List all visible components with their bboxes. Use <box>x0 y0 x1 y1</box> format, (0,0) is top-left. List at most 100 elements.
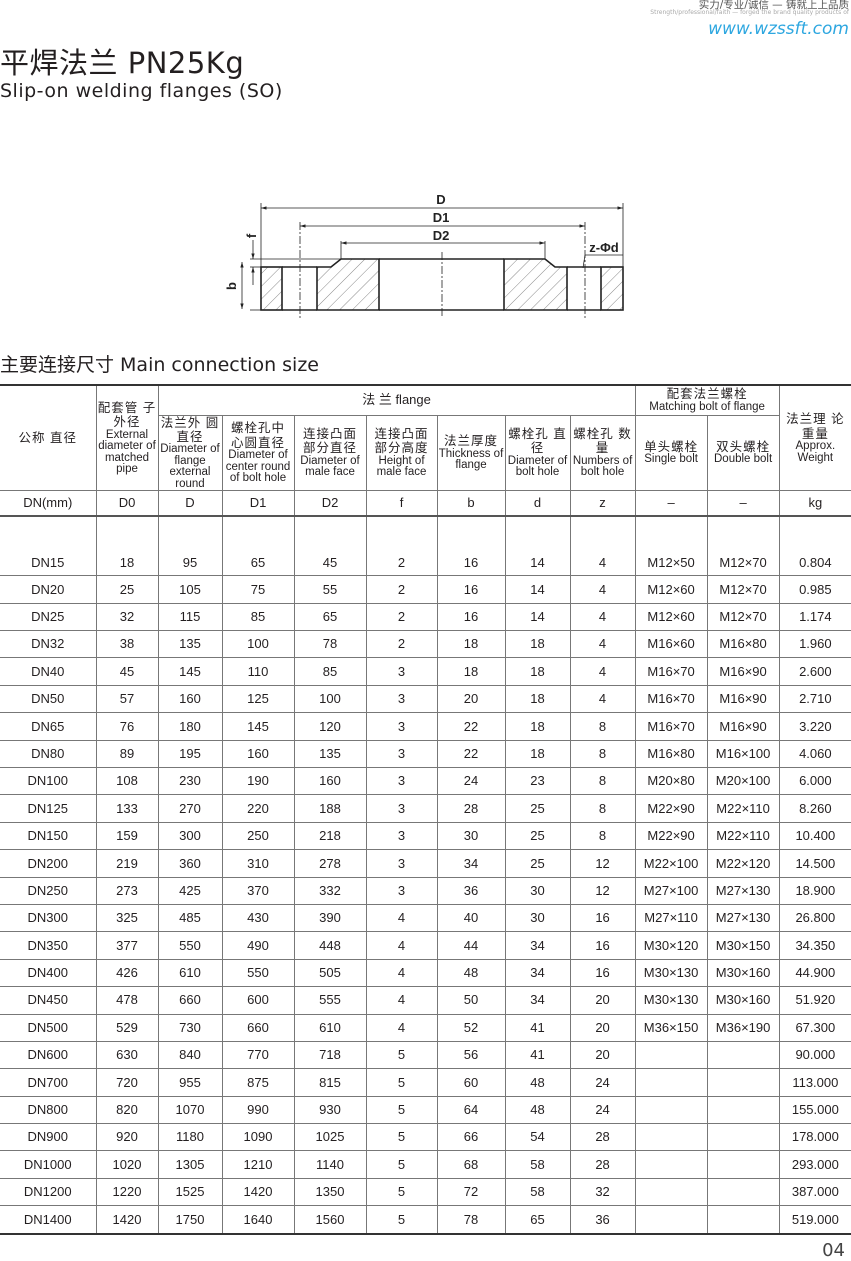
unit-cell: D1 <box>221 490 295 518</box>
table-cell: 95 <box>157 515 223 577</box>
table-cell: 25 <box>504 849 571 878</box>
table-cell: 30 <box>504 903 571 933</box>
table-cell: 220 <box>221 794 295 823</box>
table-cell <box>706 1205 780 1235</box>
table-cell: M30×160 <box>706 958 780 988</box>
table-cell: 1420 <box>95 1205 159 1235</box>
table-cell: 529 <box>95 1013 159 1042</box>
table-cell: 1640 <box>221 1205 295 1235</box>
table-cell: 955 <box>157 1068 223 1097</box>
table-cell: DN100 <box>0 766 97 796</box>
column-header-en: Diameter of bolt hole <box>507 454 568 479</box>
column-header-cn: 连接凸面 部分高度 <box>374 427 429 456</box>
table-cell: M22×90 <box>634 821 708 851</box>
table-cell: 58 <box>504 1177 571 1207</box>
table-cell: DN600 <box>0 1040 97 1070</box>
table-cell: 14 <box>504 515 571 577</box>
table-cell: 145 <box>221 712 295 741</box>
table-cell: 770 <box>221 1040 295 1070</box>
table-cell: 920 <box>95 1123 159 1152</box>
header-col-5: 连接凸面 部分高度 Height of male face <box>365 414 438 492</box>
table-cell: 219 <box>95 849 159 878</box>
table-cell: M30×160 <box>706 986 780 1015</box>
table-cell: 195 <box>157 739 223 768</box>
table-cell: 610 <box>157 958 223 988</box>
table-cell: 65 <box>221 515 295 577</box>
table-row: DN65 76 180 145 120 3 22 18 8 M16×70 M16×90 3.220 <box>0 712 851 741</box>
table-cell: 370 <box>221 876 295 905</box>
unit-cell: – <box>706 490 780 518</box>
table-cell: 18 <box>504 712 571 741</box>
table-cell: 610 <box>293 1013 367 1042</box>
table-cell: 1305 <box>157 1150 223 1179</box>
table-cell: 5 <box>365 1095 438 1125</box>
group-bolt-en: Matching bolt of flange <box>649 400 765 413</box>
table-cell: 270 <box>157 794 223 823</box>
table-cell: 550 <box>157 931 223 960</box>
label-D: D <box>436 192 445 207</box>
table-cell: 115 <box>157 602 223 632</box>
table-cell: 5 <box>365 1177 438 1207</box>
table-cell: DN15 <box>0 515 97 577</box>
header-group-flange: 法 兰 flange <box>157 384 636 416</box>
table-cell: M16×60 <box>634 630 708 659</box>
table-cell: 332 <box>293 876 367 905</box>
table-cell: 387.000 <box>778 1177 851 1207</box>
table-cell <box>634 1068 708 1097</box>
table-cell <box>706 1177 780 1207</box>
table-row: DN15 18 95 65 45 2 16 14 4 M12×50 M12×70 0.804 <box>0 515 851 577</box>
table-cell: 22 <box>436 712 506 741</box>
table-cell: M16×90 <box>706 712 780 741</box>
table-cell: 490 <box>221 931 295 960</box>
slogan-en: Strength/professional/faith — forged the… <box>650 9 849 16</box>
table-cell: 26.800 <box>778 903 851 933</box>
table-cell: DN450 <box>0 986 97 1015</box>
table-cell: 3 <box>365 821 438 851</box>
column-header-cn: 螺栓孔中 心圆直径 <box>230 421 285 450</box>
table-cell: 85 <box>221 602 295 632</box>
table-cell: DN200 <box>0 849 97 878</box>
table-cell: 16 <box>436 515 506 577</box>
header-group-bolt: 配套法兰螺栓 Matching bolt of flange <box>634 384 780 416</box>
table-cell: 44.900 <box>778 958 851 988</box>
table-cell: 485 <box>157 903 223 933</box>
column-header-cn: 配套管 子外径 <box>97 400 157 430</box>
table-cell: DN300 <box>0 903 97 933</box>
table-cell: 5 <box>365 1205 438 1235</box>
table-row: DN350 377 550 490 448 4 44 34 16 M30×120 M30×150 34… <box>0 931 851 960</box>
table-cell: 145 <box>157 657 223 686</box>
table-cell: 52 <box>436 1013 506 1042</box>
table-cell: 0.985 <box>778 575 851 604</box>
table-cell: 600 <box>221 986 295 1015</box>
column-header-cn: 单头螺栓 <box>644 439 699 454</box>
table-cell: 45 <box>95 657 159 686</box>
table-row: DN200 219 360 310 278 3 34 25 12 M22×100 M22×120 14… <box>0 849 851 878</box>
table-cell: 45 <box>293 515 367 577</box>
table-cell: 325 <box>95 903 159 933</box>
table-cell: 519.000 <box>778 1205 851 1235</box>
table-cell: 1090 <box>221 1123 295 1152</box>
table-cell: 1180 <box>157 1123 223 1152</box>
table-cell: 4 <box>365 931 438 960</box>
table-cell: 18 <box>504 684 571 714</box>
table-cell: 2.710 <box>778 684 851 714</box>
unit-cell: d <box>504 490 571 518</box>
column-header-en: Thickness of flange <box>438 447 504 472</box>
column-header-en: Height of male face <box>376 454 427 479</box>
table-cell: 18.900 <box>778 876 851 905</box>
table-cell: 89 <box>95 739 159 768</box>
table-cell: 48 <box>504 1095 571 1125</box>
table-cell: 40 <box>436 903 506 933</box>
table-cell: M36×150 <box>634 1013 708 1042</box>
table-cell: 16 <box>436 602 506 632</box>
table-cell: 1.174 <box>778 602 851 632</box>
table-cell: DN400 <box>0 958 97 988</box>
table-cell: 840 <box>157 1040 223 1070</box>
table-cell: 660 <box>157 986 223 1015</box>
table-cell: DN25 <box>0 602 97 632</box>
table-cell: 3 <box>365 794 438 823</box>
website-link[interactable]: www.wzssft.com <box>708 19 849 39</box>
table-cell <box>634 1205 708 1235</box>
table-cell <box>706 1068 780 1097</box>
unit-cell: f <box>365 490 438 518</box>
